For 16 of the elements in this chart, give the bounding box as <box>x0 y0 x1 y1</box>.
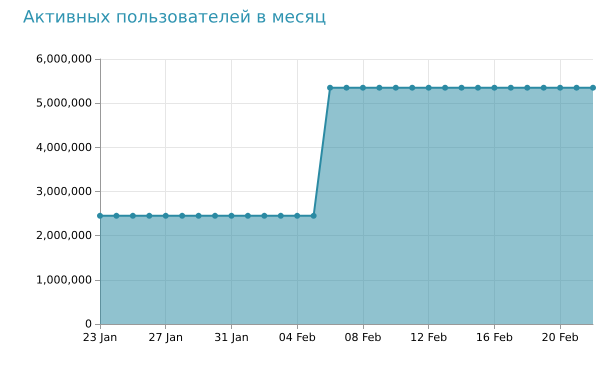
y-tick-label: 3,000,000 <box>36 185 92 198</box>
x-tick-label: 27 Jan <box>148 331 183 344</box>
x-tick-label: 04 Feb <box>278 331 316 344</box>
x-tick-label: 20 Feb <box>542 331 579 344</box>
x-tick-label: 12 Feb <box>410 331 448 344</box>
y-tick-label: 6,000,000 <box>36 52 92 66</box>
x-tick-label: 16 Feb <box>476 331 513 344</box>
x-tick-label: 08 Feb <box>344 331 382 344</box>
y-tick-label: 4,000,000 <box>36 140 92 154</box>
chart-title: Активных пользователей в месяц <box>23 8 326 28</box>
y-tick-label: 1,000,000 <box>36 273 92 286</box>
y-tick-label: 5,000,000 <box>36 96 92 110</box>
y-tick-label: 2,000,000 <box>36 229 92 242</box>
x-tick-label: 23 Jan <box>82 331 118 344</box>
x-tick-label: 31 Jan <box>214 331 249 344</box>
y-tick-label: 0 <box>85 318 92 330</box>
